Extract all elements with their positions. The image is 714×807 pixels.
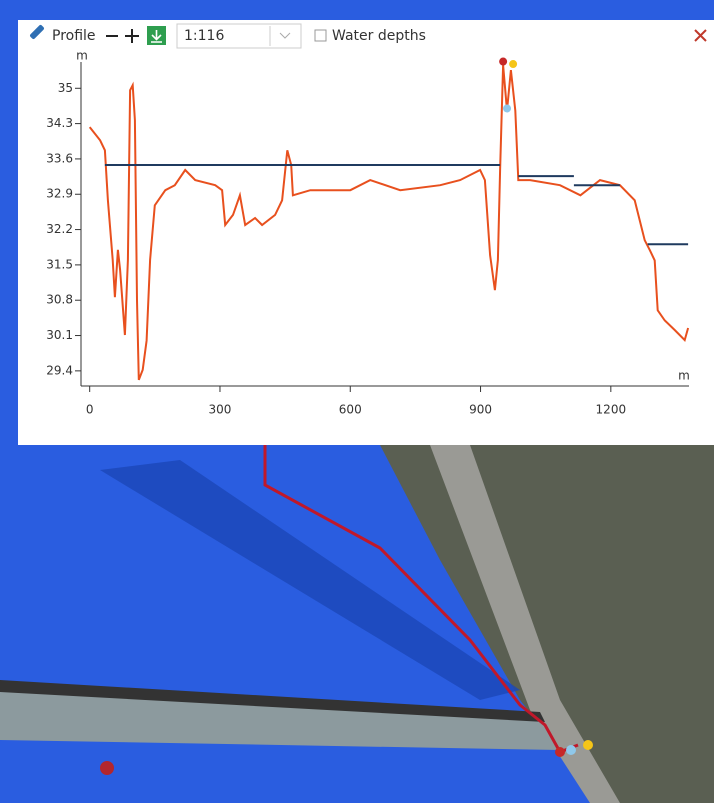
y-tick-label: 33.6 — [46, 151, 73, 165]
x-tick-label: 1200 — [596, 403, 627, 417]
y-tick-label: 32.2 — [46, 222, 73, 236]
route-mid — [566, 745, 576, 755]
map-road — [430, 445, 620, 803]
map-channel — [100, 460, 520, 700]
water-depths-label[interactable]: Water depths — [332, 28, 426, 44]
terrain-profile — [88, 65, 690, 381]
profile-marker — [509, 60, 518, 69]
route-end — [583, 740, 593, 750]
ruler-icon — [30, 25, 44, 39]
y-tick-label: 30.8 — [46, 293, 73, 307]
x-tick-label: 0 — [86, 403, 94, 417]
y-axis-label: m — [76, 49, 88, 63]
profile-panel — [18, 20, 714, 445]
x-tick-label: 900 — [469, 403, 492, 417]
y-tick-label: 30.1 — [46, 328, 73, 342]
y-tick-label: 34.3 — [46, 116, 73, 130]
close[interactable] — [694, 29, 707, 42]
panel-title: Profile — [52, 28, 96, 44]
profile-chart: m m 35 34.3 33.6 32.9 32.2 31.5 30.8 30.1 29.4 0 3… — [46, 49, 690, 417]
y-tick-label: 29.4 — [46, 363, 73, 377]
x-tick-label: 300 — [209, 403, 232, 417]
zoom-in[interactable] — [125, 29, 139, 43]
y-tick-label: 31.5 — [46, 257, 73, 271]
profile-marker — [499, 57, 508, 66]
scale-value: 1:116 — [184, 28, 224, 44]
toolbar: Profile 1:116 Water depths — [30, 23, 707, 49]
scale-select[interactable] — [176, 23, 302, 49]
map-marker — [100, 761, 114, 775]
water-depths-checkbox[interactable] — [314, 29, 327, 42]
x-tick-label: 600 — [339, 403, 362, 417]
map-dam-edge — [0, 680, 545, 722]
x-axis-label: m — [678, 369, 690, 383]
y-tick-label: 35 — [58, 81, 73, 95]
download-icon — [151, 30, 162, 43]
map-forest — [380, 445, 714, 803]
profile-marker — [503, 104, 512, 113]
select-arrow — [279, 32, 291, 39]
map-dam — [0, 690, 560, 750]
y-tick-label: 32.9 — [46, 187, 73, 201]
profile-route — [263, 445, 579, 754]
water-level — [104, 164, 689, 246]
route-start — [555, 747, 565, 757]
